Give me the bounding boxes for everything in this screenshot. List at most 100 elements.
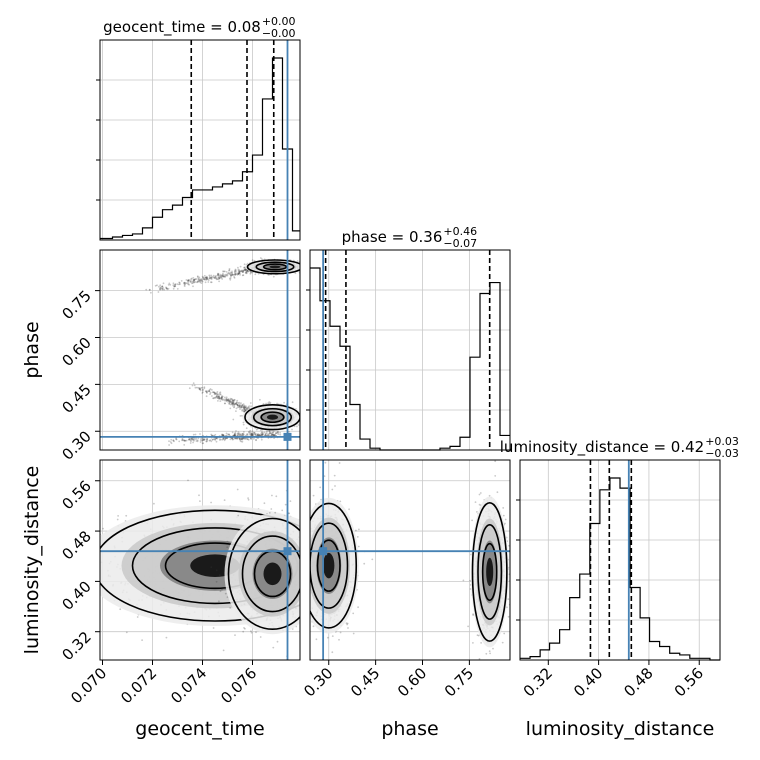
sample-point — [301, 273, 303, 275]
sample-point — [161, 285, 164, 288]
sample-point — [304, 269, 306, 271]
sample-point — [228, 433, 231, 436]
sample-point — [238, 401, 241, 404]
sample-point — [251, 432, 254, 435]
sample-point — [216, 391, 219, 393]
sample-point — [250, 630, 252, 632]
sample-point — [221, 588, 223, 591]
sample-point — [302, 560, 304, 562]
sample-point — [189, 442, 192, 444]
sample-point — [237, 266, 239, 269]
sample-point — [245, 407, 248, 410]
sample-point — [255, 439, 257, 442]
sample-point — [227, 399, 230, 402]
sample-point — [208, 275, 211, 278]
sample-point — [235, 407, 238, 410]
panel-title-geocent_time: geocent_time = 0.08 +0.00−0.00 — [103, 15, 295, 40]
sample-point — [211, 275, 213, 278]
sample-point — [220, 396, 223, 399]
sample-point — [201, 279, 203, 282]
sample-point — [271, 431, 274, 434]
scatter-geocent_time-vs-phase: 0.300.450.600.75 — [58, 249, 306, 464]
sample-point — [268, 512, 271, 514]
sample-point — [281, 509, 284, 512]
sample-point — [198, 278, 201, 280]
sample-point — [238, 270, 241, 273]
sample-point — [268, 432, 271, 435]
sample-point — [169, 441, 172, 443]
sample-point — [187, 438, 190, 441]
sample-point — [250, 433, 253, 436]
sample-point — [305, 563, 307, 565]
sample-point — [208, 277, 211, 280]
sample-point — [217, 272, 220, 275]
sample-point — [241, 405, 244, 408]
sample-point — [288, 512, 290, 515]
sample-point — [271, 433, 273, 436]
sample-point — [232, 401, 234, 404]
sample-point — [243, 263, 246, 266]
sample-point — [231, 400, 234, 403]
sample-point — [301, 415, 303, 417]
sample-point — [291, 428, 293, 431]
sample-point — [262, 433, 264, 435]
sample-point — [219, 438, 222, 441]
sample-point — [239, 438, 241, 441]
sample-point — [212, 627, 215, 629]
sample-point — [236, 438, 239, 440]
sample-point — [92, 594, 94, 596]
sample-point — [172, 284, 175, 287]
sample-point — [221, 434, 224, 437]
sample-point — [217, 272, 219, 275]
hist-bin-17 — [480, 293, 490, 450]
sample-point — [243, 407, 246, 409]
sample-point — [192, 280, 195, 283]
sample-point — [210, 281, 213, 284]
sample-point — [233, 398, 236, 401]
sample-point — [206, 439, 209, 442]
sample-point — [257, 433, 260, 435]
sample-point — [194, 386, 197, 389]
sample-point — [202, 437, 205, 440]
sample-point — [233, 404, 236, 407]
sample-point — [225, 398, 228, 401]
sample-point — [222, 649, 225, 652]
hist-bin-2 — [123, 235, 133, 240]
sample-point — [218, 277, 221, 280]
sample-point — [156, 284, 158, 287]
sample-point — [305, 586, 307, 588]
sample-point — [221, 397, 224, 400]
sample-point — [145, 288, 148, 291]
sample-point — [272, 434, 275, 437]
sample-point — [162, 282, 165, 285]
sample-point — [221, 275, 224, 278]
sample-point — [260, 434, 263, 436]
sample-point — [202, 276, 205, 279]
sample-point — [167, 287, 170, 290]
sample-point — [247, 270, 250, 273]
sample-point — [192, 382, 195, 385]
sample-point — [302, 267, 304, 269]
sample-point — [275, 432, 277, 434]
contour-0 — [246, 259, 300, 275]
sample-point — [272, 646, 275, 649]
sample-point — [201, 438, 204, 441]
sample-point — [206, 391, 208, 394]
sample-point — [245, 269, 248, 272]
sample-point — [267, 402, 269, 404]
sample-point — [213, 277, 216, 279]
sample-point — [254, 433, 257, 435]
sample-point — [247, 438, 250, 441]
sample-point — [187, 479, 189, 482]
sample-point — [244, 406, 247, 408]
sample-point — [234, 437, 237, 440]
sample-point — [247, 406, 250, 409]
sample-point — [174, 283, 177, 285]
sample-point — [248, 431, 250, 434]
sample-point — [218, 397, 221, 400]
sample-point — [291, 401, 294, 404]
sample-point — [238, 272, 241, 274]
sample-point — [229, 399, 232, 401]
sample-point — [233, 271, 236, 274]
sample-point — [242, 437, 244, 440]
